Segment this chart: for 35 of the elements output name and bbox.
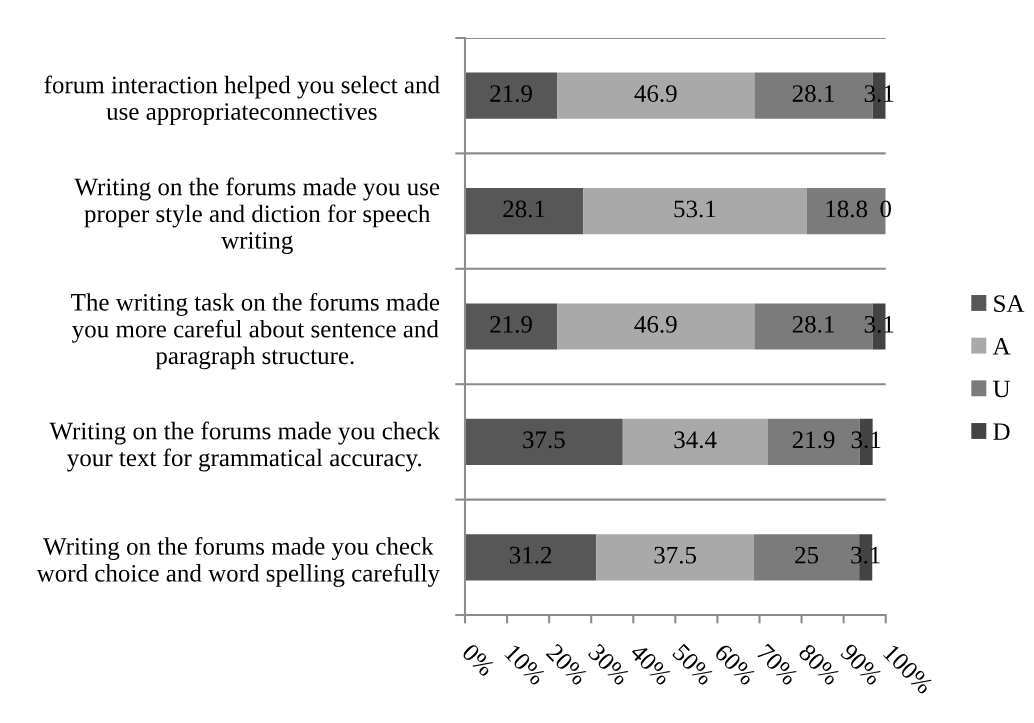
data-label: 34.4 — [674, 431, 717, 449]
data-label: 28.1 — [792, 85, 834, 103]
data-label: 46.9 — [634, 315, 677, 333]
data-label: 18.8 — [826, 200, 868, 218]
data-label: 46.9 — [634, 85, 677, 103]
y-tick-label: The writing task on the forums made you more careful about sentence and paragraph structure. — [71, 292, 440, 370]
data-label: 31.2 — [509, 546, 552, 564]
x-tick-label: 40% — [629, 642, 673, 687]
x-tick-label: 20% — [545, 642, 589, 687]
x-tick-label: 10% — [504, 643, 547, 687]
y-tick-label: Writing on the forums made you use proper style and diction for speech writing — [74, 177, 440, 254]
x-tick-label: 0% — [461, 642, 496, 678]
x-tick-label: 70% — [756, 643, 799, 687]
data-label: 21.9 — [490, 85, 532, 103]
data-label: 28.1 — [792, 315, 834, 333]
legend-label: U — [993, 380, 1011, 398]
data-label: 21.9 — [490, 315, 532, 333]
data-label: 53.1 — [674, 200, 716, 218]
x-tick-label: 50% — [671, 643, 715, 687]
data-label: 37.5 — [523, 431, 565, 449]
y-tick-label: Writing on the forums made you check your text for grammatical accuracy. — [49, 421, 440, 472]
legend-label: SA — [994, 295, 1025, 313]
legend-label: A — [992, 337, 1011, 355]
y-tick-label: forum interaction helped you select and use appropriateconnectives — [44, 75, 440, 126]
data-label: 25 — [795, 546, 819, 564]
data-label: 37.5 — [654, 546, 697, 564]
data-label: 0 — [880, 200, 891, 218]
x-tick-label: 90% — [839, 642, 883, 687]
x-tick-label: 60% — [713, 642, 757, 687]
data-label: 21.9 — [792, 431, 835, 449]
legend-label: D — [993, 423, 1010, 440]
data-label: 28.1 — [503, 200, 545, 218]
x-tick-label: 30% — [587, 643, 631, 687]
x-tick-label: 80% — [797, 642, 841, 687]
y-tick-label: Writing on the forums made you check word choice and word spelling carefully — [36, 537, 440, 587]
